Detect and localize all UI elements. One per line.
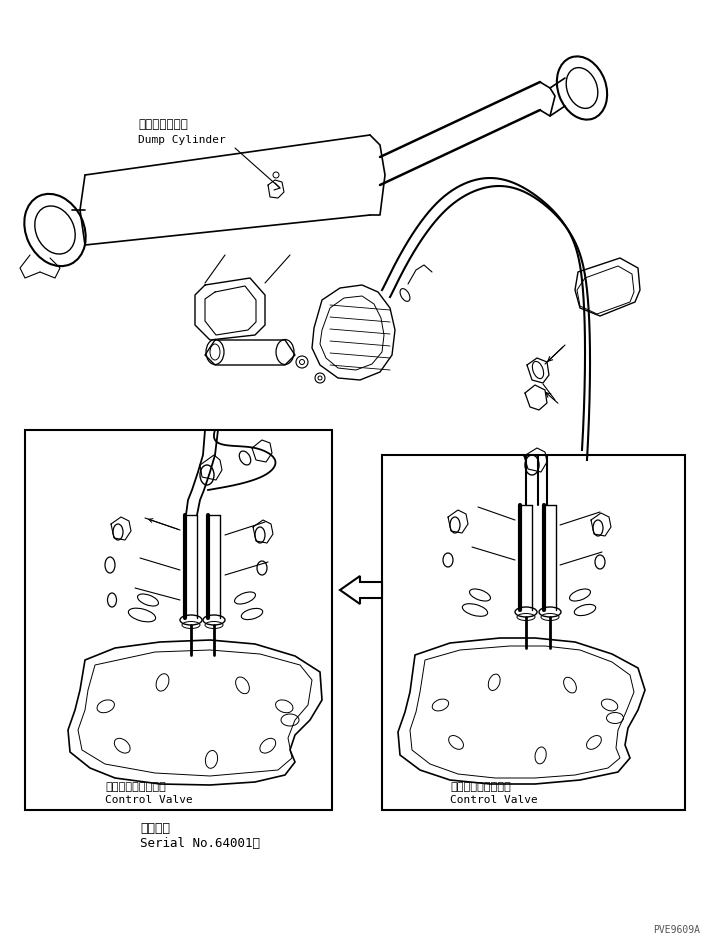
Text: ダンプシリンダ: ダンプシリンダ	[138, 118, 188, 131]
Text: Control Valve: Control Valve	[450, 795, 538, 805]
Text: コントロールバルブ: コントロールバルブ	[105, 782, 166, 792]
Text: PVE9609A: PVE9609A	[653, 925, 700, 935]
Bar	[25, 430, 332, 810]
Text: コントロールバルブ: コントロールバルブ	[450, 782, 510, 792]
Text: Serial No.64001～: Serial No.64001～	[140, 837, 260, 850]
FancyArrow shape	[340, 576, 382, 604]
Bar	[382, 455, 685, 810]
Text: 適用号機: 適用号機	[140, 822, 170, 835]
Text: Control Valve: Control Valve	[105, 795, 193, 805]
Text: Dump Cylinder: Dump Cylinder	[138, 135, 226, 145]
